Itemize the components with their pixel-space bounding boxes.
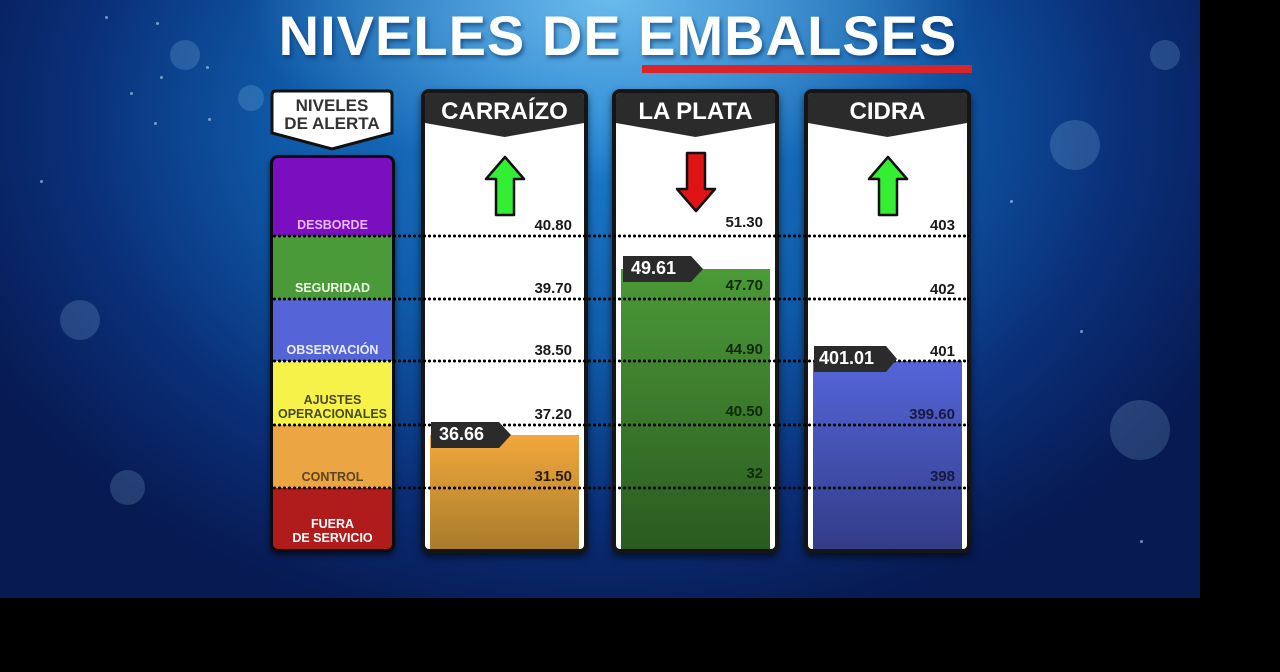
bokeh-dot [1140, 540, 1143, 543]
bokeh-dot [1080, 330, 1083, 333]
infographic: NIVELES DE EMBALSES NIVELES DE ALERTA DE… [0, 0, 1200, 598]
arrow-up-icon [484, 155, 525, 217]
threshold-line-desborde [272, 234, 969, 238]
threshold-value: 32 [746, 465, 763, 482]
water-level-fill [621, 269, 770, 549]
legend-level-fuera-de-servicio: FUERA DE SERVICIO [273, 488, 392, 549]
threshold-value: 399.60 [909, 406, 955, 423]
legend-level-control: CONTROL [273, 425, 392, 488]
bokeh-dot [1010, 200, 1013, 203]
current-level-value: 36.66 [439, 424, 485, 444]
reservoir-name: CIDRA [849, 98, 926, 125]
reservoir-name: CARRAÍZO [441, 98, 568, 125]
page-title: NIVELES DE EMBALSES [278, 4, 958, 67]
header-shape [616, 93, 775, 137]
panel-header: CARRAÍZO [425, 93, 584, 141]
water-level-fill [430, 435, 579, 549]
bokeh-dot [208, 118, 211, 121]
reservoir-panel-la-plata: LA PLATA [612, 89, 779, 553]
tag-shape [623, 256, 703, 282]
legend-level-label-line: OPERACIONALES [277, 407, 388, 421]
threshold-value: 31.50 [534, 468, 572, 485]
threshold-line-observacion [272, 359, 969, 363]
threshold-value: 38.50 [534, 342, 572, 359]
legend-level-observacion: OBSERVACIÓN [273, 299, 392, 361]
panel-header: CIDRA [808, 93, 967, 141]
bokeh-bubble [1150, 40, 1180, 70]
threshold-value: 37.20 [534, 406, 572, 423]
current-level-tag-cidra: 401.01 [814, 346, 898, 372]
current-level-value: 401.01 [819, 348, 875, 368]
bokeh-dot [154, 122, 157, 125]
title-underline [642, 65, 972, 73]
legend-level-label: SEGURIDAD [294, 281, 370, 295]
header-shape [425, 93, 584, 137]
threshold-value: 403 [929, 217, 955, 234]
bokeh-dot [130, 92, 133, 95]
legend-level-label-line: FUERA [310, 517, 355, 531]
arrow-up-icon [867, 155, 908, 217]
threshold-value: 51.30 [725, 214, 763, 231]
threshold-line-ajustes [272, 423, 969, 427]
threshold-line-control [272, 486, 969, 490]
bokeh-bubble [1110, 400, 1170, 460]
bokeh-dot [160, 76, 163, 79]
legend-level-label-line: AJUSTES [303, 393, 362, 407]
threshold-value: 47.70 [725, 277, 763, 294]
bokeh-bubble [170, 40, 200, 70]
legend-level-label: OBSERVACIÓN [286, 343, 379, 357]
bokeh-bubble [1050, 120, 1100, 170]
tag-shape [431, 422, 511, 448]
threshold-value: 40.80 [534, 217, 572, 234]
threshold-line-seguridad [272, 297, 969, 301]
bokeh-bubble [110, 470, 145, 505]
threshold-value: 40.50 [725, 403, 763, 420]
reservoir-panel-carraizo: CARRAÍZO [421, 89, 588, 553]
threshold-value: 402 [929, 281, 955, 298]
threshold-value: 401 [929, 343, 955, 360]
bokeh-bubble [60, 300, 100, 340]
threshold-value: 39.70 [534, 280, 572, 297]
bokeh-dot [156, 22, 159, 25]
legend-level-label: CONTROL [301, 470, 364, 484]
legend-level-label: AJUSTES OPERACIONALES [278, 393, 387, 421]
panel-header: LA PLATA [616, 93, 775, 141]
legend-level-label-line: DE SERVICIO [292, 531, 373, 545]
legend-header-text: NIVELES DE ALERTA [270, 97, 394, 133]
bokeh-bubble [238, 85, 264, 111]
badge-shape [270, 89, 394, 151]
legend-level-label: FUERA DE SERVICIO [292, 517, 372, 545]
legend-level-seguridad: SEGURIDAD [273, 236, 392, 299]
water-level-fill [813, 361, 962, 549]
bokeh-dot [105, 16, 108, 19]
legend-level-desborde: DESBORDE [273, 158, 392, 236]
legend-level-label: DESBORDE [297, 218, 368, 232]
alert-levels-legend: DESBORDE SEGURIDAD OBSERVACIÓN AJUSTES O… [270, 155, 395, 552]
current-level-tag-carraizo: 36.66 [431, 422, 513, 448]
threshold-value: 44.90 [725, 341, 763, 358]
tag-shape [814, 346, 897, 372]
legend-header-badge: NIVELES DE ALERTA [270, 89, 394, 151]
threshold-value: 398 [929, 468, 955, 485]
bokeh-dot [40, 180, 43, 183]
bokeh-dot [206, 66, 209, 69]
legend-header-line-1: NIVELES [295, 96, 369, 115]
arrow-down-icon [675, 151, 716, 213]
current-level-tag-la-plata: 49.61 [623, 256, 705, 282]
legend-level-ajustes-operacionales: AJUSTES OPERACIONALES [273, 361, 392, 425]
header-shape [808, 93, 967, 137]
reservoir-panel-cidra: CIDRA [804, 89, 971, 553]
reservoir-name: LA PLATA [638, 98, 753, 125]
legend-header-line-2: DE ALERTA [284, 114, 380, 133]
current-level-value: 49.61 [631, 258, 677, 278]
